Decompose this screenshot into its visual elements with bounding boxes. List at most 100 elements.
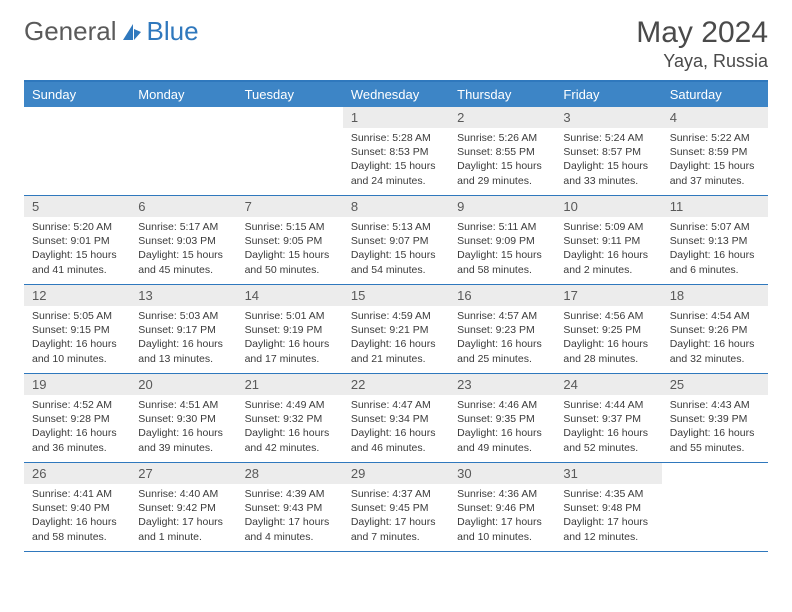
calendar-day-cell: 14Sunrise: 5:01 AMSunset: 9:19 PMDayligh… xyxy=(237,285,343,373)
calendar-week-row: 26Sunrise: 4:41 AMSunset: 9:40 PMDayligh… xyxy=(24,463,768,552)
logo-sail-icon xyxy=(121,22,143,42)
calendar-day-cell: 19Sunrise: 4:52 AMSunset: 9:28 PMDayligh… xyxy=(24,374,130,462)
calendar-day-cell: 16Sunrise: 4:57 AMSunset: 9:23 PMDayligh… xyxy=(449,285,555,373)
logo-text-2: Blue xyxy=(147,16,199,47)
calendar-day-cell: 22Sunrise: 4:47 AMSunset: 9:34 PMDayligh… xyxy=(343,374,449,462)
day-details: Sunrise: 5:28 AMSunset: 8:53 PMDaylight:… xyxy=(343,128,449,194)
logo: General Blue xyxy=(24,16,199,47)
calendar-day-cell: 20Sunrise: 4:51 AMSunset: 9:30 PMDayligh… xyxy=(130,374,236,462)
day-number: 10 xyxy=(555,196,661,217)
calendar-day-cell: 27Sunrise: 4:40 AMSunset: 9:42 PMDayligh… xyxy=(130,463,236,551)
day-details: Sunrise: 4:52 AMSunset: 9:28 PMDaylight:… xyxy=(24,395,130,461)
day-number: 5 xyxy=(24,196,130,217)
day-details: Sunrise: 4:40 AMSunset: 9:42 PMDaylight:… xyxy=(130,484,236,550)
calendar-day-cell: 9Sunrise: 5:11 AMSunset: 9:09 PMDaylight… xyxy=(449,196,555,284)
calendar-day-cell xyxy=(237,107,343,195)
calendar-day-cell: 26Sunrise: 4:41 AMSunset: 9:40 PMDayligh… xyxy=(24,463,130,551)
location-label: Yaya, Russia xyxy=(636,51,768,72)
day-number: 6 xyxy=(130,196,236,217)
calendar-day-cell: 1Sunrise: 5:28 AMSunset: 8:53 PMDaylight… xyxy=(343,107,449,195)
day-details: Sunrise: 5:15 AMSunset: 9:05 PMDaylight:… xyxy=(237,217,343,283)
calendar-day-cell: 17Sunrise: 4:56 AMSunset: 9:25 PMDayligh… xyxy=(555,285,661,373)
day-details: Sunrise: 5:03 AMSunset: 9:17 PMDaylight:… xyxy=(130,306,236,372)
day-details: Sunrise: 5:17 AMSunset: 9:03 PMDaylight:… xyxy=(130,217,236,283)
day-number: 14 xyxy=(237,285,343,306)
weekday-header-cell: Monday xyxy=(130,82,236,107)
day-details: Sunrise: 5:13 AMSunset: 9:07 PMDaylight:… xyxy=(343,217,449,283)
calendar-day-cell: 13Sunrise: 5:03 AMSunset: 9:17 PMDayligh… xyxy=(130,285,236,373)
day-number: 30 xyxy=(449,463,555,484)
calendar-week-row: 12Sunrise: 5:05 AMSunset: 9:15 PMDayligh… xyxy=(24,285,768,374)
month-title: May 2024 xyxy=(636,16,768,49)
calendar-day-cell: 12Sunrise: 5:05 AMSunset: 9:15 PMDayligh… xyxy=(24,285,130,373)
day-details: Sunrise: 5:11 AMSunset: 9:09 PMDaylight:… xyxy=(449,217,555,283)
title-block: May 2024 Yaya, Russia xyxy=(636,16,768,72)
calendar-day-cell: 7Sunrise: 5:15 AMSunset: 9:05 PMDaylight… xyxy=(237,196,343,284)
day-details: Sunrise: 4:36 AMSunset: 9:46 PMDaylight:… xyxy=(449,484,555,550)
calendar-day-cell: 15Sunrise: 4:59 AMSunset: 9:21 PMDayligh… xyxy=(343,285,449,373)
calendar-day-cell: 4Sunrise: 5:22 AMSunset: 8:59 PMDaylight… xyxy=(662,107,768,195)
calendar-day-cell: 28Sunrise: 4:39 AMSunset: 9:43 PMDayligh… xyxy=(237,463,343,551)
calendar-day-cell: 18Sunrise: 4:54 AMSunset: 9:26 PMDayligh… xyxy=(662,285,768,373)
calendar-week-row: 5Sunrise: 5:20 AMSunset: 9:01 PMDaylight… xyxy=(24,196,768,285)
day-details: Sunrise: 4:35 AMSunset: 9:48 PMDaylight:… xyxy=(555,484,661,550)
day-number: 29 xyxy=(343,463,449,484)
calendar-day-cell: 11Sunrise: 5:07 AMSunset: 9:13 PMDayligh… xyxy=(662,196,768,284)
calendar-day-cell xyxy=(130,107,236,195)
day-details: Sunrise: 4:59 AMSunset: 9:21 PMDaylight:… xyxy=(343,306,449,372)
day-details: Sunrise: 5:05 AMSunset: 9:15 PMDaylight:… xyxy=(24,306,130,372)
day-number: 13 xyxy=(130,285,236,306)
calendar-day-cell: 31Sunrise: 4:35 AMSunset: 9:48 PMDayligh… xyxy=(555,463,661,551)
day-number: 15 xyxy=(343,285,449,306)
day-number: 9 xyxy=(449,196,555,217)
weekday-header-cell: Tuesday xyxy=(237,82,343,107)
calendar-day-cell: 10Sunrise: 5:09 AMSunset: 9:11 PMDayligh… xyxy=(555,196,661,284)
day-details: Sunrise: 4:47 AMSunset: 9:34 PMDaylight:… xyxy=(343,395,449,461)
calendar-page: General Blue May 2024 Yaya, Russia Sunda… xyxy=(0,0,792,568)
day-number: 8 xyxy=(343,196,449,217)
day-number: 1 xyxy=(343,107,449,128)
day-details: Sunrise: 4:56 AMSunset: 9:25 PMDaylight:… xyxy=(555,306,661,372)
day-number: 21 xyxy=(237,374,343,395)
day-details: Sunrise: 4:43 AMSunset: 9:39 PMDaylight:… xyxy=(662,395,768,461)
weekday-header-cell: Thursday xyxy=(449,82,555,107)
day-details: Sunrise: 4:57 AMSunset: 9:23 PMDaylight:… xyxy=(449,306,555,372)
day-details: Sunrise: 5:09 AMSunset: 9:11 PMDaylight:… xyxy=(555,217,661,283)
weekday-header-cell: Friday xyxy=(555,82,661,107)
calendar-week-row: 1Sunrise: 5:28 AMSunset: 8:53 PMDaylight… xyxy=(24,107,768,196)
day-number: 28 xyxy=(237,463,343,484)
day-number: 23 xyxy=(449,374,555,395)
day-details: Sunrise: 4:44 AMSunset: 9:37 PMDaylight:… xyxy=(555,395,661,461)
calendar-day-cell: 8Sunrise: 5:13 AMSunset: 9:07 PMDaylight… xyxy=(343,196,449,284)
calendar-day-cell xyxy=(24,107,130,195)
day-details: Sunrise: 4:54 AMSunset: 9:26 PMDaylight:… xyxy=(662,306,768,372)
day-details: Sunrise: 5:24 AMSunset: 8:57 PMDaylight:… xyxy=(555,128,661,194)
day-number: 25 xyxy=(662,374,768,395)
day-number: 12 xyxy=(24,285,130,306)
day-details: Sunrise: 5:26 AMSunset: 8:55 PMDaylight:… xyxy=(449,128,555,194)
day-details: Sunrise: 5:07 AMSunset: 9:13 PMDaylight:… xyxy=(662,217,768,283)
day-number: 16 xyxy=(449,285,555,306)
weekday-header-cell: Sunday xyxy=(24,82,130,107)
calendar-day-cell: 29Sunrise: 4:37 AMSunset: 9:45 PMDayligh… xyxy=(343,463,449,551)
day-number: 22 xyxy=(343,374,449,395)
day-number: 4 xyxy=(662,107,768,128)
calendar-day-cell: 25Sunrise: 4:43 AMSunset: 9:39 PMDayligh… xyxy=(662,374,768,462)
header: General Blue May 2024 Yaya, Russia xyxy=(24,16,768,72)
day-details: Sunrise: 4:49 AMSunset: 9:32 PMDaylight:… xyxy=(237,395,343,461)
weekday-header-row: SundayMondayTuesdayWednesdayThursdayFrid… xyxy=(24,82,768,107)
calendar-day-cell: 30Sunrise: 4:36 AMSunset: 9:46 PMDayligh… xyxy=(449,463,555,551)
day-number: 27 xyxy=(130,463,236,484)
day-details: Sunrise: 4:39 AMSunset: 9:43 PMDaylight:… xyxy=(237,484,343,550)
weekday-header-cell: Wednesday xyxy=(343,82,449,107)
day-number: 17 xyxy=(555,285,661,306)
day-details: Sunrise: 4:46 AMSunset: 9:35 PMDaylight:… xyxy=(449,395,555,461)
day-details: Sunrise: 5:20 AMSunset: 9:01 PMDaylight:… xyxy=(24,217,130,283)
day-number: 26 xyxy=(24,463,130,484)
day-number: 31 xyxy=(555,463,661,484)
day-number: 20 xyxy=(130,374,236,395)
day-number: 19 xyxy=(24,374,130,395)
day-number: 7 xyxy=(237,196,343,217)
calendar-day-cell: 6Sunrise: 5:17 AMSunset: 9:03 PMDaylight… xyxy=(130,196,236,284)
day-details: Sunrise: 4:37 AMSunset: 9:45 PMDaylight:… xyxy=(343,484,449,550)
